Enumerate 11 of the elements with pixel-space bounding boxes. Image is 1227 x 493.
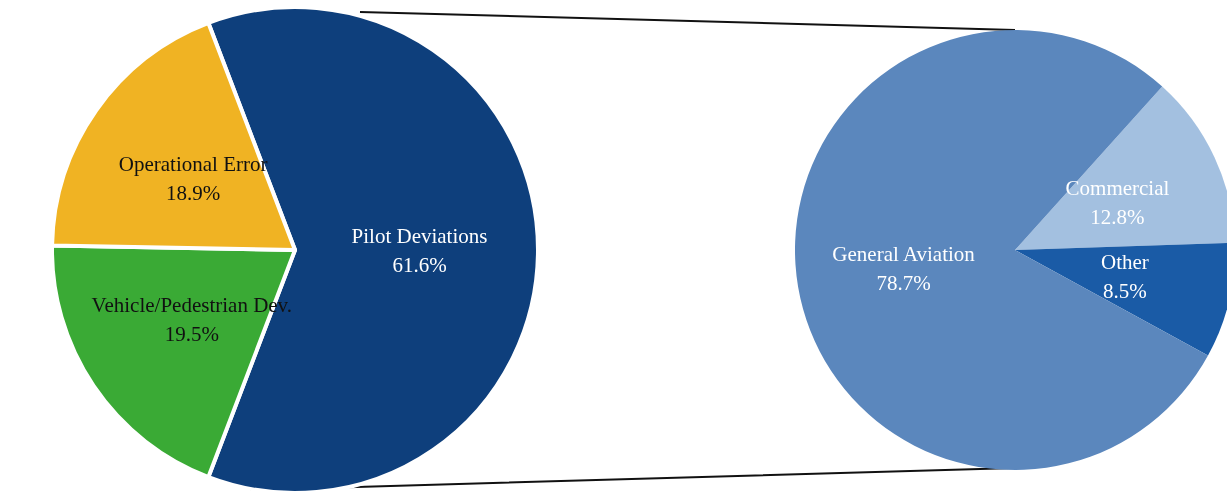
data-label: 8.5% [1103, 278, 1147, 303]
slice-label: Commercial [1065, 175, 1170, 200]
data-label: 19.5% [164, 322, 219, 347]
slice-label: Pilot Deviations [351, 223, 488, 248]
data-label: 18.9% [166, 180, 221, 205]
slice-label: General Aviation [832, 242, 976, 267]
slice-label: Vehicle/Pedestrian Dev. [91, 293, 293, 318]
data-label: 12.8% [1090, 204, 1145, 229]
slice-label: Other [1101, 249, 1149, 274]
data-label: 61.6% [392, 252, 447, 277]
data-label: 78.7% [876, 271, 931, 296]
